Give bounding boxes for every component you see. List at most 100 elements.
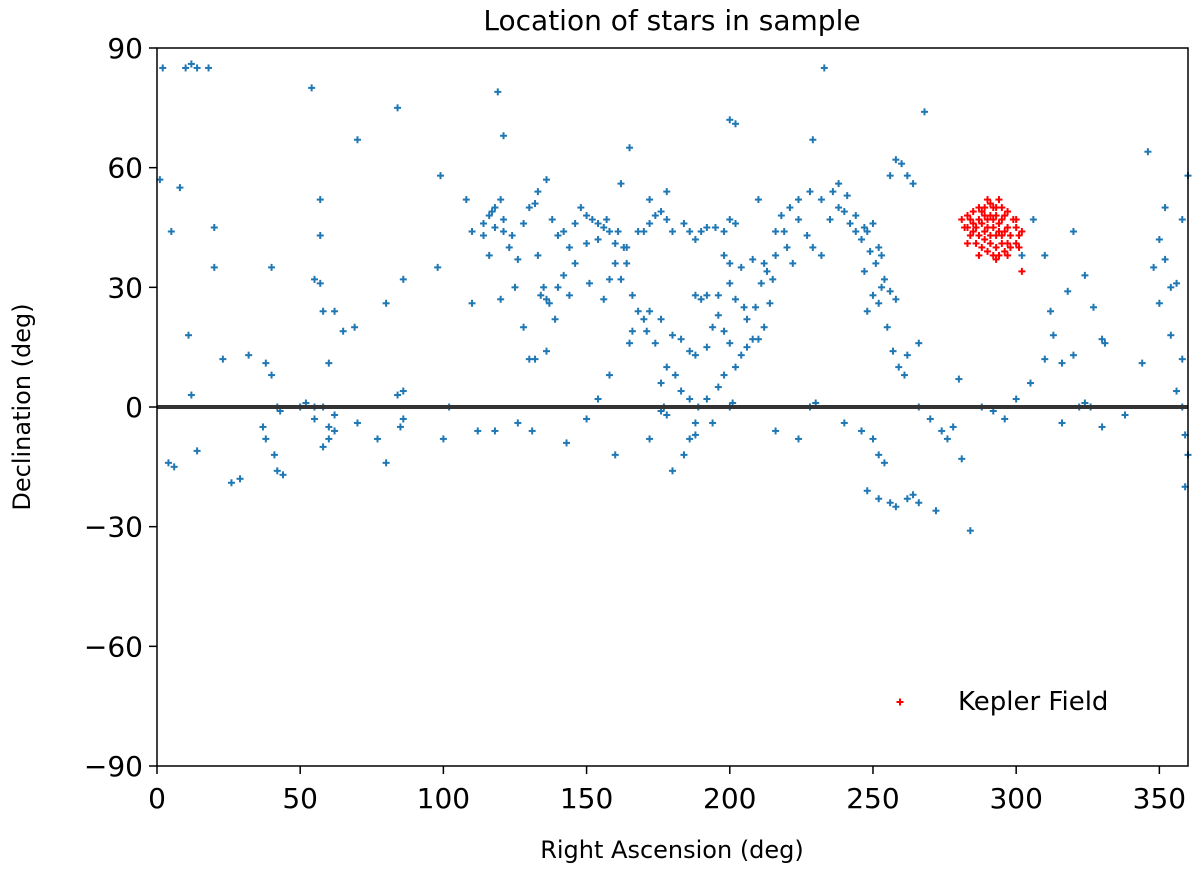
star-point — [703, 343, 711, 351]
star-point — [548, 216, 556, 224]
y-axis-label: Declination (deg) — [8, 303, 36, 510]
star-point — [769, 275, 777, 283]
star-point — [795, 216, 803, 224]
star-point — [820, 64, 828, 72]
y-tick-label: 90 — [107, 32, 143, 65]
star-point — [439, 435, 447, 443]
star-point — [772, 427, 780, 435]
y-tick-label: −30 — [84, 511, 143, 544]
star-point — [726, 339, 734, 347]
star-point — [863, 487, 871, 495]
star-point — [709, 323, 717, 331]
star-point — [889, 347, 897, 355]
star-point — [711, 224, 719, 231]
kepler-point — [986, 200, 994, 208]
star-point — [600, 295, 608, 303]
star-point — [542, 347, 550, 355]
star-point — [268, 371, 276, 379]
kepler-point — [958, 216, 966, 224]
star-point — [468, 299, 476, 307]
star-point — [926, 415, 934, 423]
star-point — [437, 172, 445, 180]
star-point — [840, 419, 848, 427]
star-point — [399, 275, 407, 283]
kepler-point — [992, 243, 1000, 251]
star-point — [577, 204, 585, 212]
star-point — [394, 391, 402, 399]
star-point — [583, 239, 591, 247]
kepler-point — [989, 216, 997, 224]
star-point — [966, 527, 974, 535]
star-point — [210, 263, 218, 271]
star-point — [892, 295, 900, 303]
star-point — [903, 495, 911, 503]
star-point — [273, 467, 281, 475]
kepler-point — [986, 239, 994, 247]
star-point — [886, 287, 894, 295]
star-point — [852, 227, 860, 235]
star-point — [875, 299, 883, 307]
star-point — [858, 235, 866, 243]
star-point — [588, 216, 596, 224]
star-point — [809, 243, 817, 251]
star-point — [325, 435, 333, 443]
star-point — [396, 423, 404, 431]
star-point — [1178, 216, 1186, 224]
star-point — [554, 283, 562, 291]
star-point — [657, 379, 665, 387]
star-point — [866, 247, 874, 255]
kepler-point — [986, 231, 994, 239]
kepler-point — [998, 216, 1006, 224]
star-point — [514, 419, 522, 427]
star-point — [505, 243, 513, 251]
star-point — [394, 104, 402, 112]
star-point — [720, 327, 728, 335]
star-point — [875, 495, 883, 503]
star-point — [585, 279, 593, 287]
star-point — [617, 180, 625, 188]
star-point — [325, 423, 333, 431]
star-point — [651, 212, 659, 220]
star-point — [268, 263, 276, 271]
star-point — [817, 196, 825, 204]
star-point — [686, 395, 694, 403]
star-point — [1001, 415, 1009, 423]
star-point — [1029, 216, 1037, 224]
star-point — [669, 227, 676, 235]
x-tick-label: 150 — [560, 782, 613, 815]
kepler-point — [1015, 243, 1023, 251]
star-point — [500, 227, 508, 235]
star-point — [1098, 335, 1106, 343]
star-point — [686, 435, 694, 443]
star-point — [772, 251, 780, 259]
star-point — [860, 267, 868, 275]
star-point — [886, 172, 894, 180]
star-point — [611, 259, 619, 267]
star-point — [943, 435, 951, 443]
star-point — [182, 64, 190, 72]
kepler-point — [1001, 247, 1009, 255]
star-point — [488, 208, 496, 216]
star-point — [159, 64, 167, 72]
star-point — [1161, 204, 1169, 212]
star-point — [760, 323, 768, 331]
star-point — [909, 491, 917, 499]
kepler-point — [966, 231, 974, 239]
star-point — [809, 136, 817, 144]
star-point — [840, 208, 848, 216]
kepler-point — [978, 243, 986, 251]
star-point — [892, 503, 900, 511]
star-point — [542, 295, 550, 303]
star-point — [757, 279, 765, 287]
star-point — [703, 395, 711, 403]
kepler-point — [989, 251, 997, 259]
kepler-point — [975, 231, 983, 239]
kepler-point — [992, 212, 1000, 220]
star-point — [938, 427, 946, 435]
star-point — [732, 220, 740, 228]
star-point — [915, 339, 923, 347]
star-point — [720, 227, 728, 235]
star-point — [1167, 283, 1175, 291]
kepler-point — [963, 224, 971, 231]
star-point — [1047, 307, 1055, 315]
